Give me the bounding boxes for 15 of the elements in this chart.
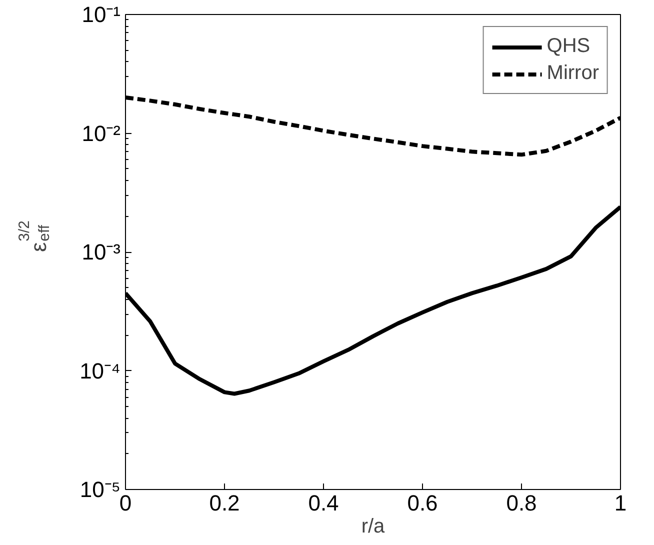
x-tick-label: 0.4: [308, 490, 339, 516]
legend-label: Mirror: [546, 62, 599, 85]
x-tick-label: 0.8: [506, 490, 537, 516]
y-tick-label: 10⁻⁵: [80, 477, 121, 502]
x-tick-label: 0: [119, 490, 132, 516]
legend-label: QHS: [546, 35, 590, 58]
x-tick-label: 0.6: [407, 490, 438, 516]
y-tick-label: 10⁻³: [82, 240, 120, 264]
y-tick-label: 10⁻⁴: [80, 358, 121, 384]
x-tick-label: 1: [614, 490, 627, 516]
x-tick-label: 0.2: [209, 490, 240, 516]
y-tick-label: 10⁻²: [82, 120, 120, 146]
y-axis-title: εeff3/2: [16, 220, 53, 252]
x-axis-title: r/a: [361, 516, 386, 538]
y-tick-label: 10⁻¹: [82, 2, 120, 27]
